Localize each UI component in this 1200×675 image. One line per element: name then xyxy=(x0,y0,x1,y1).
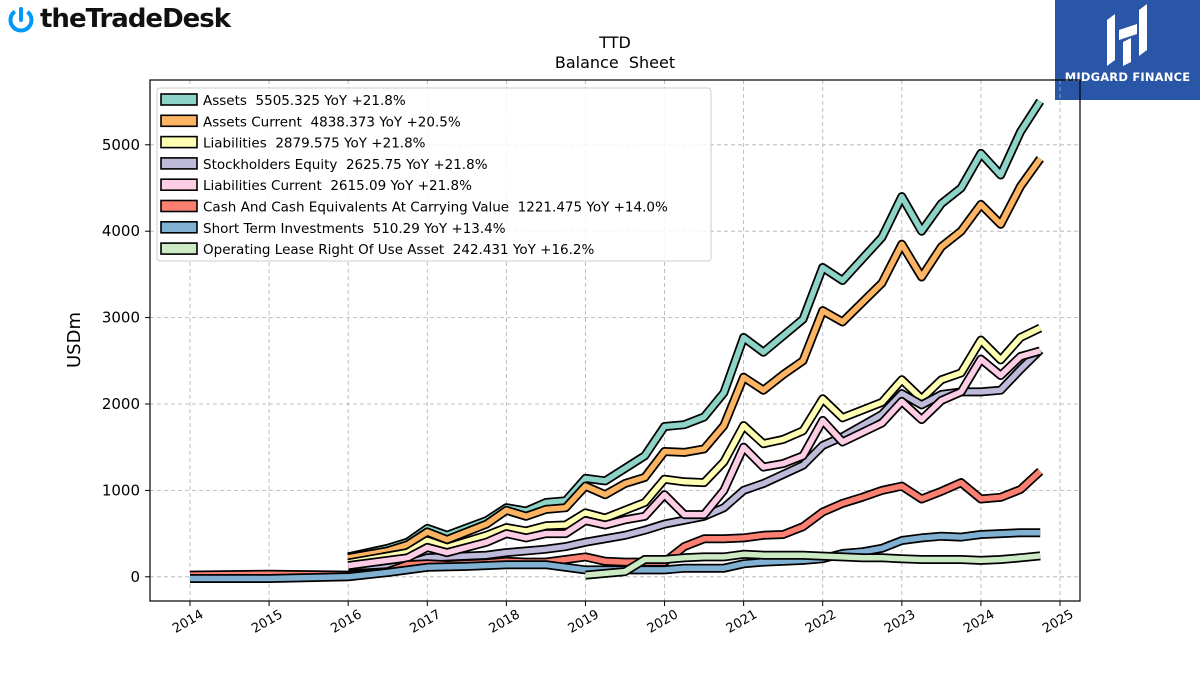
series-outline-2 xyxy=(347,323,1043,568)
x-tick-label: 2022 xyxy=(803,607,839,637)
chart-title: TTD xyxy=(598,33,631,52)
legend-swatch-3 xyxy=(160,157,198,170)
brand-name: theTradeDesk xyxy=(40,4,231,34)
legend-label-4: Liabilities Current 2615.09 YoY +21.8% xyxy=(203,178,472,194)
x-tick-label: 2024 xyxy=(961,607,997,637)
y-axis-label: USDm xyxy=(64,312,85,368)
legend-swatch-2 xyxy=(160,135,198,149)
x-tick-label: 2020 xyxy=(645,607,681,637)
legend-swatch-1 xyxy=(160,114,198,128)
series-line-2 xyxy=(347,325,1042,566)
brand-logo: theTradeDesk xyxy=(6,2,231,36)
legend-label-0: Assets 5505.325 YoY +21.8% xyxy=(203,93,406,109)
legend-label-7: Operating Lease Right Of Use Asset 242.4… xyxy=(203,242,595,258)
legend-swatch-6 xyxy=(160,221,198,234)
x-tick-label: 2023 xyxy=(882,607,918,637)
x-tick-label: 2025 xyxy=(1040,607,1076,637)
midgard-h-icon xyxy=(1107,4,1147,66)
plot-frame xyxy=(149,79,1081,602)
legend-swatch-4 xyxy=(160,178,198,191)
chart-subtitle: Balance Sheet xyxy=(555,53,675,72)
y-tick-label: 0 xyxy=(130,568,140,586)
legend-label-1: Assets Current 4838.373 YoY +20.5% xyxy=(203,114,461,130)
series-line-6 xyxy=(190,529,1041,582)
series-line-7 xyxy=(585,551,1041,578)
x-tick-label: 2018 xyxy=(487,607,523,637)
series-line-4 xyxy=(347,348,1041,569)
x-tick-label: 2014 xyxy=(170,607,206,637)
y-tick-label: 4000 xyxy=(102,222,140,240)
power-icon xyxy=(8,7,34,33)
x-tick-label: 2015 xyxy=(249,607,285,637)
y-tick-label: 3000 xyxy=(102,309,140,327)
y-tick-label: 2000 xyxy=(102,395,140,413)
series-line-1 xyxy=(347,157,1043,561)
y-tick-label: 5000 xyxy=(102,136,140,154)
legend-label-6: Short Term Investments 510.29 YoY +13.4% xyxy=(203,221,506,237)
legend-swatch-7 xyxy=(160,242,198,255)
legend-box xyxy=(156,87,712,262)
x-tick-label: 2017 xyxy=(407,607,443,637)
legend-label-5: Cash And Cash Equivalents At Carrying Va… xyxy=(203,200,668,216)
x-tick-label: 2019 xyxy=(566,607,602,637)
midgard-watermark: MIDGARD FINANCE xyxy=(1055,0,1200,100)
legend-swatch-0 xyxy=(160,93,198,106)
series-layer xyxy=(189,98,1044,583)
midgard-name: MIDGARD FINANCE xyxy=(1064,70,1191,84)
legend-label-3: Stockholders Equity 2625.75 YoY +21.8% xyxy=(203,157,488,173)
legend: Assets 5505.325 YoY +21.8% Assets Current… xyxy=(156,87,712,262)
legend-label-2: Liabilities 2879.575 YoY +21.8% xyxy=(203,136,426,152)
y-tick-label: 1000 xyxy=(102,481,140,499)
x-tick-label: 2021 xyxy=(724,607,760,637)
x-tick-label: 2016 xyxy=(328,607,364,637)
legend-swatch-5 xyxy=(160,199,198,213)
